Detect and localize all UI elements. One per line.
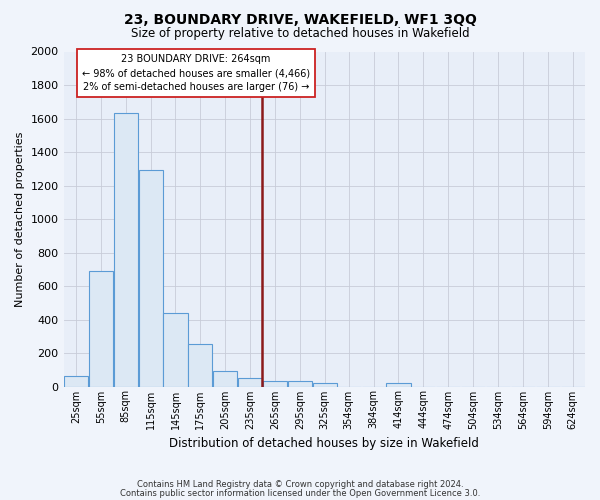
Bar bbox=[188, 344, 212, 387]
Text: 23 BOUNDARY DRIVE: 264sqm
← 98% of detached houses are smaller (4,466)
2% of sem: 23 BOUNDARY DRIVE: 264sqm ← 98% of detac… bbox=[82, 54, 310, 92]
Text: Contains HM Land Registry data © Crown copyright and database right 2024.: Contains HM Land Registry data © Crown c… bbox=[137, 480, 463, 489]
Bar bbox=[386, 383, 410, 386]
Bar bbox=[313, 383, 337, 386]
Bar bbox=[213, 370, 237, 386]
Bar bbox=[89, 271, 113, 386]
Bar bbox=[139, 170, 163, 386]
X-axis label: Distribution of detached houses by size in Wakefield: Distribution of detached houses by size … bbox=[169, 437, 479, 450]
Bar bbox=[288, 382, 312, 386]
Text: 23, BOUNDARY DRIVE, WAKEFIELD, WF1 3QQ: 23, BOUNDARY DRIVE, WAKEFIELD, WF1 3QQ bbox=[124, 12, 476, 26]
Bar bbox=[163, 313, 188, 386]
Bar bbox=[64, 376, 88, 386]
Bar bbox=[113, 114, 138, 386]
Y-axis label: Number of detached properties: Number of detached properties bbox=[15, 132, 25, 306]
Bar bbox=[238, 378, 262, 386]
Text: Size of property relative to detached houses in Wakefield: Size of property relative to detached ho… bbox=[131, 28, 469, 40]
Bar bbox=[263, 380, 287, 386]
Text: Contains public sector information licensed under the Open Government Licence 3.: Contains public sector information licen… bbox=[120, 488, 480, 498]
